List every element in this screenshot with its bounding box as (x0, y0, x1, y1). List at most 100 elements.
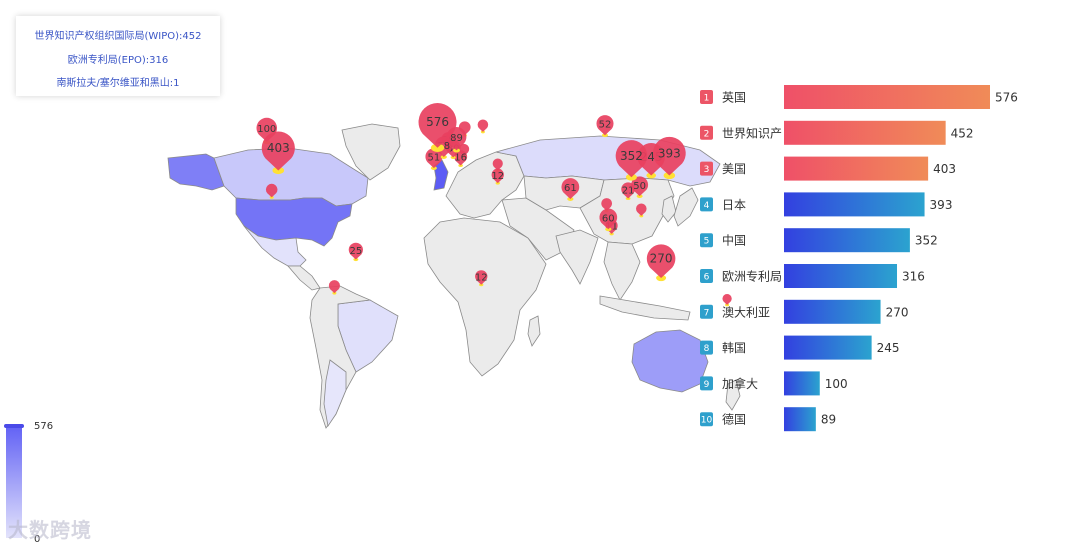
map-marker[interactable]: 576 (418, 103, 457, 152)
map-marker-pin (491, 168, 504, 184)
map-marker-label: 51 (428, 153, 441, 164)
map-marker-pin (328, 280, 340, 294)
map-marker-dot (430, 143, 445, 152)
bar-row[interactable]: 6 欧洲专利局 316 (700, 264, 925, 288)
map-marker[interactable] (477, 119, 489, 134)
map-alaska[interactable] (167, 153, 225, 191)
rank-number: 4 (704, 201, 710, 211)
info-box: 世界知识产权组织国际局(WIPO):452 欧洲专利局(EPO):316 南斯拉… (16, 16, 220, 96)
map-marker-label: 21 (622, 185, 635, 196)
bar-value-label: 352 (915, 234, 938, 248)
map-marker[interactable]: 61 (561, 178, 580, 201)
map-marker[interactable]: 25 (348, 242, 363, 262)
map-australia[interactable] (631, 329, 709, 393)
bar-row[interactable]: 2 世界知识产 452 (700, 120, 974, 145)
map-marker-dot (567, 197, 574, 201)
bar[interactable] (784, 335, 872, 360)
bar-value-label: 403 (933, 162, 956, 176)
bar[interactable] (784, 120, 946, 145)
bar-category-label: 韩国 (722, 340, 746, 355)
map-marker[interactable]: 352 (615, 140, 648, 181)
bar-row[interactable]: 9 加拿大 100 (700, 371, 848, 396)
map-uk[interactable] (433, 159, 449, 191)
map-marker-pin (631, 176, 649, 197)
map-central-america[interactable] (287, 265, 321, 291)
rank-number: 5 (704, 237, 710, 247)
rank-number: 2 (704, 129, 710, 139)
bar-row[interactable]: 3 美国 403 (700, 156, 956, 181)
bar-value-label: 100 (825, 377, 848, 391)
visual-map-bar[interactable] (6, 426, 22, 538)
bar[interactable] (784, 299, 881, 324)
world-map (167, 123, 741, 429)
map-marker[interactable]: 60 (599, 208, 618, 232)
map-korea[interactable] (661, 195, 677, 223)
map-marker-pin (477, 119, 489, 132)
bar[interactable] (784, 192, 925, 217)
map-marker-label: 270 (650, 252, 673, 266)
bar[interactable] (784, 407, 816, 432)
bar-category-label: 加拿大 (722, 376, 758, 391)
bar[interactable] (784, 264, 898, 288)
map-marker[interactable]: 12 (475, 270, 488, 287)
rank-badge (700, 412, 713, 427)
map-marker-pin (475, 270, 488, 285)
map-marker[interactable]: 12 (491, 168, 504, 185)
map-marker[interactable]: 52 (596, 115, 614, 138)
bar-value-label: 245 (877, 341, 900, 355)
map-marker[interactable]: 50 (631, 176, 649, 199)
bar-row[interactable]: 8 韩国 245 (700, 335, 900, 360)
map-japan[interactable] (673, 187, 699, 227)
bar[interactable] (784, 371, 820, 396)
bar-value-label: 393 (930, 198, 953, 212)
rank-badge (700, 340, 713, 355)
map-new-zealand[interactable] (725, 379, 741, 411)
bar-category-label: 澳大利亚 (722, 305, 770, 319)
map-marker-dot (636, 194, 643, 199)
map-markers: 1112121620212530505152586061891002452703… (256, 103, 732, 307)
map-marker[interactable]: 393 (652, 136, 686, 180)
map-marker[interactable] (636, 203, 647, 218)
bar-category-label: 欧洲专利局 (722, 269, 782, 284)
map-marker[interactable]: 403 (261, 131, 295, 175)
map-marker-label: 12 (491, 171, 504, 182)
map-argentina[interactable] (323, 359, 347, 428)
bar-row[interactable]: 5 中国 352 (700, 228, 938, 253)
map-madagascar[interactable] (527, 315, 541, 347)
map-europe[interactable] (445, 151, 525, 219)
map-marker[interactable]: 16 (454, 150, 468, 167)
map-marker-label: 11 (605, 222, 618, 233)
bar-row[interactable]: 1 英国 576 (700, 85, 1018, 109)
bar-row[interactable]: 4 日本 393 (700, 192, 953, 217)
map-marker-label: 52 (599, 120, 612, 131)
visual-map: 576 0 (4, 421, 53, 545)
map-greenland[interactable] (341, 123, 401, 181)
map-marker-label: 403 (267, 141, 290, 155)
map-marker[interactable] (328, 280, 340, 295)
rank-number: 7 (704, 308, 710, 318)
map-marker-pin (454, 150, 468, 166)
bar[interactable] (784, 228, 910, 253)
map-marker[interactable] (265, 183, 278, 199)
map-marker[interactable] (722, 293, 732, 307)
map-mexico[interactable] (243, 225, 307, 267)
bar-value-label: 576 (995, 91, 1018, 105)
visual-map-handle-top[interactable] (4, 424, 24, 428)
map-marker-label: 25 (349, 246, 362, 257)
bar-value-label: 270 (886, 305, 909, 319)
bar-row[interactable]: 10 德国 89 (700, 407, 836, 432)
map-africa[interactable] (423, 217, 547, 377)
map-marker[interactable]: 51 (425, 148, 443, 170)
map-southeast-asia[interactable] (603, 241, 641, 301)
map-indonesia[interactable] (599, 295, 691, 321)
map-marker-label: 576 (426, 115, 449, 129)
bar-row[interactable]: 7 澳大利亚 270 (700, 299, 909, 324)
map-marker-pin (636, 203, 647, 216)
map-marker-pin (425, 148, 443, 169)
map-marker-label: 60 (602, 213, 615, 224)
map-marker[interactable]: 270 (646, 244, 676, 282)
map-india[interactable] (555, 229, 599, 285)
bar[interactable] (784, 85, 990, 109)
rank-badge (700, 125, 713, 140)
bar[interactable] (784, 156, 929, 181)
